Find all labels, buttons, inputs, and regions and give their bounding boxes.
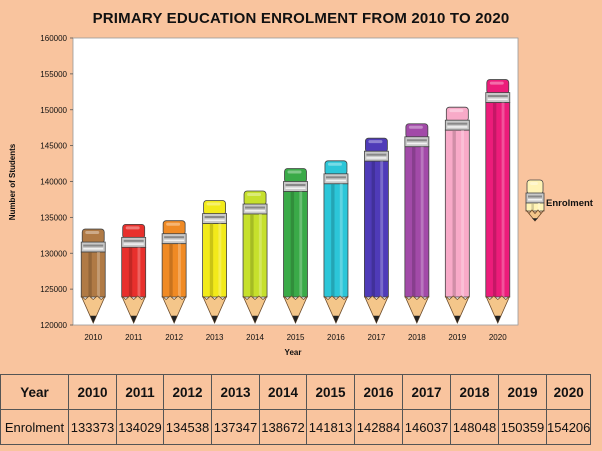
table-row-label: Enrolment: [0, 409, 69, 445]
bar-2017: [364, 137, 389, 324]
table-values-row: Enrolment 133373 134029 134538 137347 138672…: [0, 409, 592, 445]
table-header-cell: 2015: [306, 374, 355, 410]
chart-title: PRIMARY EDUCATION ENROLMENT FROM 2010 TO…: [92, 10, 510, 27]
bar-2020: [485, 79, 511, 324]
bar-2014: [242, 190, 268, 324]
bar-2016: [323, 160, 349, 324]
table-cell: 137347: [211, 409, 260, 445]
x-axis: 2010 2011 2012 2013 2014 2015 2016 2017 2018 2019…: [84, 333, 507, 342]
table-cell: 146037: [402, 409, 451, 445]
legend-label: Enrolment: [546, 198, 594, 209]
bar-2011: [121, 223, 147, 324]
table-header-cell: 2013: [211, 374, 260, 410]
x-tick-label: 2011: [125, 333, 143, 342]
table-cell: 154206: [545, 409, 592, 445]
x-tick-label: 2012: [165, 333, 183, 342]
x-tick-label: 2016: [327, 333, 345, 342]
table-cell: 134029: [116, 409, 164, 445]
table-cell: 134538: [163, 409, 212, 445]
data-table: Year 2010 2011 2012 2013 2014 2015 2016 2017 201…: [0, 374, 592, 445]
bar-2012: [161, 220, 187, 324]
table-cell: 148048: [450, 409, 499, 445]
table-header-cell: 2011: [116, 374, 164, 410]
table-cell: 138672: [259, 409, 307, 445]
table-header-label: Year: [0, 374, 69, 410]
legend-pencil-icon: [525, 179, 545, 222]
table-cell: 141813: [306, 409, 355, 445]
y-tick-label: 140000: [40, 178, 67, 187]
table-header-cell: 2010: [68, 374, 117, 410]
bar-2010: [80, 228, 106, 324]
y-tick-label: 150000: [40, 106, 67, 115]
bar-2019: [444, 106, 470, 324]
y-axis: 120000 125000 130000 135000 140000 145000 1500…: [40, 34, 73, 330]
y-tick-label: 125000: [40, 285, 67, 294]
table-cell: 150359: [498, 409, 547, 445]
chart-svg: 120000 125000 130000 135000 140000 145000 1500…: [8, 34, 594, 357]
y-tick-label: 120000: [40, 321, 67, 330]
table-header-cell: 2019: [498, 374, 547, 410]
table-header-cell: 2016: [354, 374, 403, 410]
x-tick-label: 2019: [448, 333, 466, 342]
legend: Enrolment: [525, 179, 594, 222]
x-tick-label: 2013: [206, 333, 224, 342]
x-tick-label: 2015: [287, 333, 305, 342]
table-cell: 133373: [68, 409, 117, 445]
pencil-bars: [80, 79, 511, 324]
table-header-cell: 2012: [163, 374, 212, 410]
table-header-cell: 2017: [402, 374, 451, 410]
x-tick-label: 2014: [246, 333, 264, 342]
x-tick-label: 2020: [489, 333, 507, 342]
table-header-cell: 2020: [545, 374, 592, 410]
y-tick-label: 155000: [40, 70, 67, 79]
table-header-row: Year 2010 2011 2012 2013 2014 2015 2016 2017 201…: [0, 374, 592, 410]
table-header-cell: 2018: [450, 374, 499, 410]
x-tick-label: 2017: [368, 333, 386, 342]
table-header-cell: 2014: [259, 374, 307, 410]
x-tick-label: 2018: [408, 333, 426, 342]
bar-2015: [283, 168, 308, 324]
table-cell: 142884: [354, 409, 403, 445]
y-tick-label: 145000: [40, 142, 67, 151]
y-axis-label: Number of Students: [8, 143, 17, 220]
x-axis-label: Year: [285, 348, 302, 357]
bar-2013: [202, 200, 227, 324]
bar-2018: [404, 123, 430, 324]
y-tick-label: 135000: [40, 213, 67, 222]
y-tick-label: 160000: [40, 34, 67, 43]
x-tick-label: 2010: [84, 333, 102, 342]
y-tick-label: 130000: [40, 249, 67, 258]
